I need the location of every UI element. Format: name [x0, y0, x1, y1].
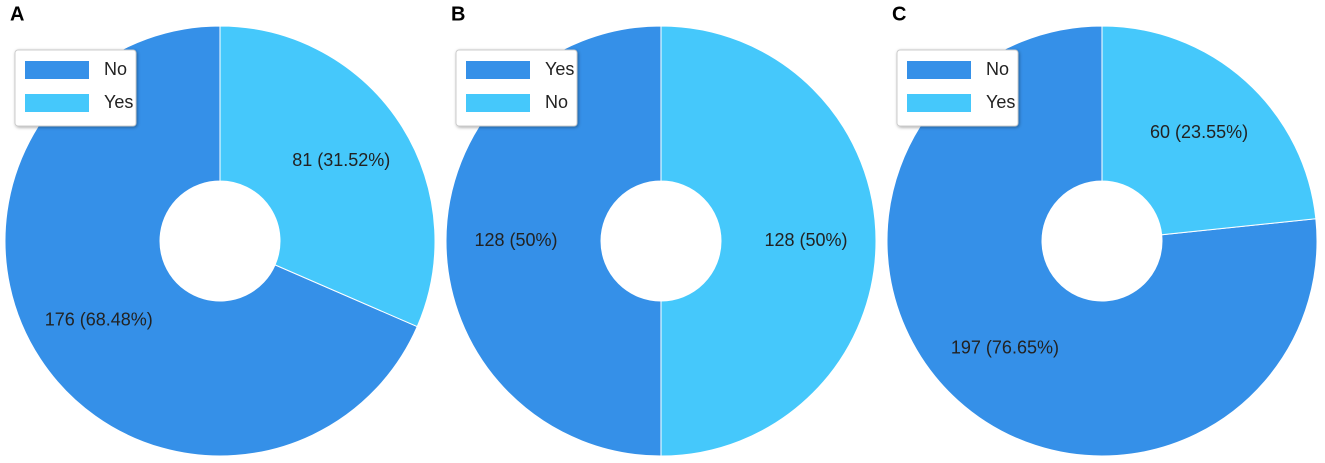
legend-label: No	[104, 59, 127, 79]
value-label: 128 (50%)	[474, 230, 557, 250]
legend-label: Yes	[104, 92, 133, 112]
legend-swatch	[907, 94, 971, 112]
panel-title: A	[10, 3, 24, 25]
legend-swatch	[25, 94, 89, 112]
legend-label: No	[545, 92, 568, 112]
slice	[886, 25, 1318, 457]
legend-label: No	[986, 59, 1009, 79]
value-label: 197 (76.65%)	[951, 337, 1059, 357]
legend-swatch	[466, 61, 530, 79]
slice	[219, 25, 436, 328]
slice	[660, 25, 877, 457]
panel-title: C	[892, 3, 906, 25]
value-label: 60 (23.55%)	[1150, 122, 1248, 142]
value-label: 128 (50%)	[764, 230, 847, 250]
value-label: 81 (31.52%)	[292, 150, 390, 170]
legend-swatch	[25, 61, 89, 79]
legend-label: Yes	[545, 59, 574, 79]
value-label: 176 (68.48%)	[45, 309, 153, 329]
legend-label: Yes	[986, 92, 1015, 112]
panel-title: B	[451, 3, 465, 25]
legend-swatch	[907, 61, 971, 79]
slice	[4, 25, 418, 457]
legend-swatch	[466, 94, 530, 112]
slice	[1101, 25, 1317, 236]
